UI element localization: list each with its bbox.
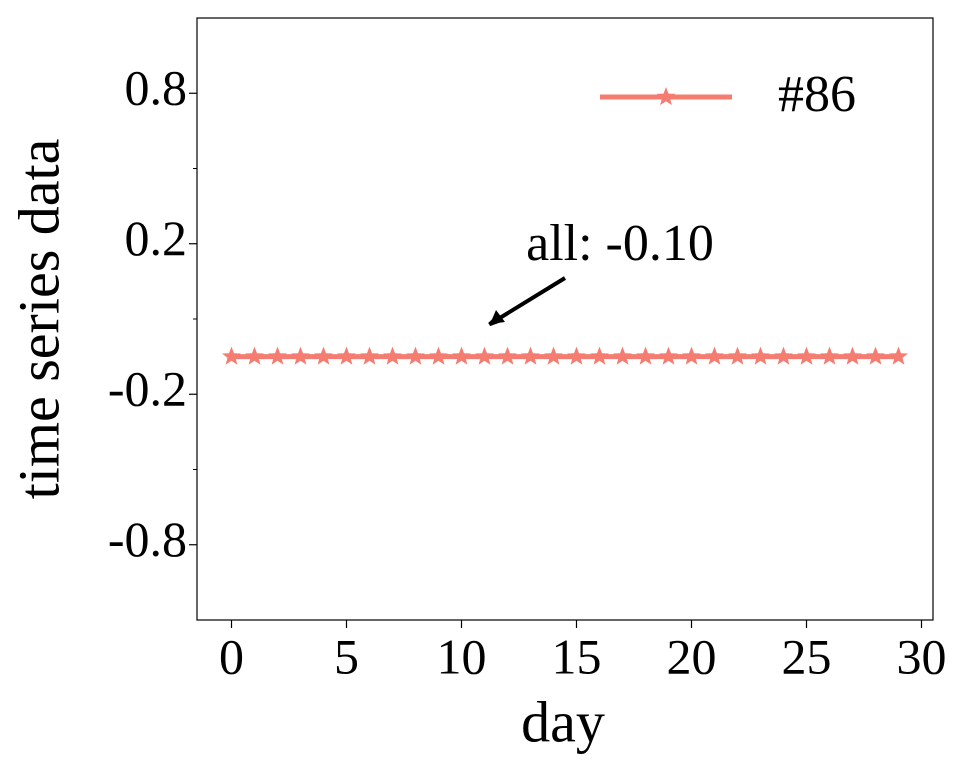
- point-marker: [866, 346, 885, 365]
- point-marker: [705, 346, 724, 365]
- point-marker: [291, 346, 310, 365]
- annotation: all: -0.10: [526, 215, 714, 272]
- point-marker: [567, 346, 586, 365]
- point-marker: [682, 346, 701, 365]
- y-axis-label: time series data: [6, 139, 71, 500]
- y-tick-label: 0.8: [125, 60, 188, 116]
- point-marker: [751, 346, 770, 365]
- point-marker: [544, 346, 563, 365]
- point-marker: [774, 346, 793, 365]
- legend-marker: [656, 87, 676, 106]
- y-tick-label: -0.8: [108, 511, 187, 567]
- point-marker: [383, 346, 402, 365]
- point-marker: [406, 346, 425, 365]
- x-tick-label: 30: [897, 628, 947, 684]
- arrow-head: [490, 310, 505, 324]
- point-marker: [337, 346, 356, 365]
- x-axis-label: day: [521, 689, 605, 754]
- point-marker: [222, 346, 241, 365]
- x-tick-label: 5: [334, 628, 359, 684]
- x-tick-label: 0: [219, 628, 244, 684]
- point-marker: [475, 346, 494, 365]
- x-tick-label: 10: [437, 628, 487, 684]
- point-marker: [659, 346, 678, 365]
- point-marker: [429, 346, 448, 365]
- point-marker: [613, 346, 632, 365]
- annotation-arrow: [490, 276, 567, 324]
- point-marker: [636, 346, 655, 365]
- point-marker: [245, 346, 264, 365]
- point-marker: [843, 346, 862, 365]
- y-tick-label: -0.2: [108, 361, 187, 417]
- point-marker: [360, 346, 379, 365]
- y-tick-label: 0.2: [125, 210, 188, 266]
- x-tick-label: 20: [667, 628, 717, 684]
- point-marker: [889, 346, 908, 365]
- point-marker: [820, 346, 839, 365]
- point-marker: [797, 346, 816, 365]
- point-marker: [521, 346, 540, 365]
- x-tick-label: 25: [782, 628, 832, 684]
- point-marker: [728, 346, 747, 365]
- legend-label: #86: [778, 66, 856, 123]
- point-marker: [314, 346, 333, 365]
- point-marker: [268, 346, 287, 365]
- point-marker: [590, 346, 609, 365]
- point-marker: [452, 346, 471, 365]
- point-marker: [498, 346, 517, 365]
- x-tick-label: 15: [552, 628, 602, 684]
